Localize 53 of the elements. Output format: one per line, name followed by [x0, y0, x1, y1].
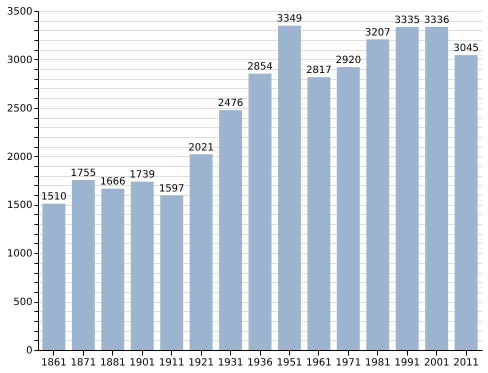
- y-tick-label: 3500: [7, 6, 32, 18]
- y-tick-label: 1500: [7, 200, 32, 212]
- x-tick-label: 1981: [365, 358, 390, 368]
- bar: [101, 188, 124, 350]
- bar: [307, 77, 330, 350]
- x-tick-label: 1931: [218, 358, 244, 368]
- data-label: 1597: [158, 183, 184, 194]
- bar: [425, 26, 448, 350]
- data-label: 1755: [70, 168, 96, 180]
- data-label: 3045: [453, 43, 479, 54]
- x-tick-label: 1911: [158, 358, 184, 368]
- bar: [160, 195, 184, 350]
- bar: [42, 204, 66, 350]
- data-label: 3207: [365, 27, 390, 38]
- bar: [72, 180, 95, 350]
- bar: [454, 55, 478, 350]
- data-label: 1510: [41, 192, 67, 203]
- x-tick-label: 1991: [394, 358, 420, 368]
- data-label: 2021: [188, 142, 214, 154]
- x-tick-label: 2011: [453, 358, 479, 368]
- data-label: 2476: [218, 98, 244, 110]
- x-tick-label: 1861: [41, 358, 67, 368]
- y-tick-label: 2000: [7, 152, 32, 163]
- x-tick-label: 1961: [306, 358, 332, 368]
- y-tick-label: 2500: [7, 103, 32, 114]
- x-tick-label: 1871: [70, 358, 96, 368]
- y-tick-label: 1000: [7, 248, 32, 260]
- x-tick-label: 1971: [336, 358, 362, 368]
- x-tick-label: 1921: [188, 358, 214, 368]
- x-tick-label: 1936: [247, 358, 273, 368]
- y-tick-label: 3000: [7, 54, 32, 66]
- bar: [366, 39, 390, 350]
- data-label: 1666: [100, 176, 126, 188]
- data-label: 3349: [276, 14, 302, 25]
- x-tick-label: 2001: [424, 358, 450, 368]
- bar: [278, 26, 301, 350]
- data-label: 3335: [394, 14, 420, 26]
- data-label: 2854: [247, 62, 273, 73]
- bar: [219, 110, 242, 350]
- bar: [130, 182, 154, 350]
- x-tick-label: 1951: [276, 358, 302, 368]
- x-tick-label: 1881: [100, 358, 126, 368]
- data-label: 2920: [336, 55, 362, 66]
- data-label: 2817: [306, 65, 332, 76]
- data-label: 1739: [130, 170, 155, 181]
- bar: [396, 26, 419, 350]
- data-label: 3336: [424, 14, 450, 26]
- bar: [190, 154, 213, 350]
- y-tick-label: 500: [13, 297, 32, 308]
- x-tick-label: 1901: [130, 358, 155, 368]
- y-tick-label: 0: [26, 346, 32, 356]
- bar: [248, 74, 272, 350]
- bar: [336, 67, 360, 350]
